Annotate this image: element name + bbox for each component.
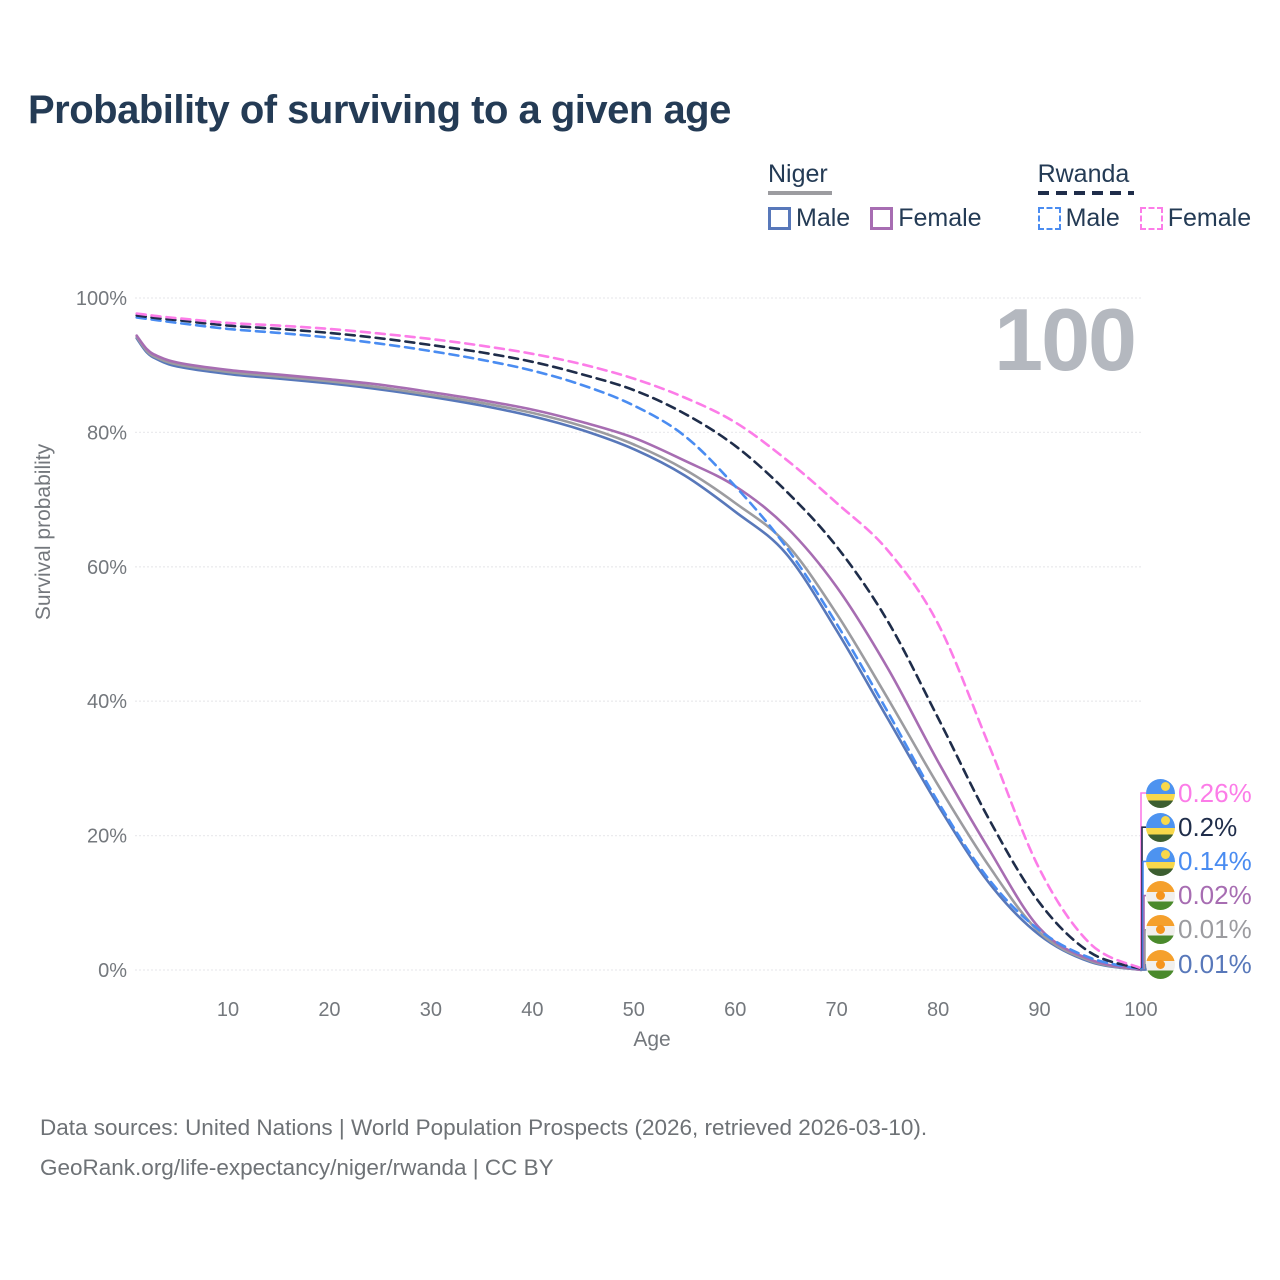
rwanda-flag-icon <box>1146 778 1175 808</box>
legend-group-rwanda: Rwanda Male Female <box>1037 160 1272 233</box>
series-line-rwanda-total[interactable] <box>135 314 1143 970</box>
end-value-rwanda-female: 0.26% <box>1178 777 1252 808</box>
legend-group-niger: Niger Male Female <box>768 160 1002 233</box>
niger-flag-icon <box>1146 881 1175 911</box>
legend-item-rwanda-female[interactable]: Female <box>1139 204 1252 233</box>
sun-icon <box>1161 849 1170 859</box>
page-title: Probability of surviving to a given age <box>28 88 731 132</box>
legend-label-rwanda-male: Male <box>1065 204 1120 232</box>
y-tick-60: 60% <box>87 557 127 579</box>
end-value-rwanda-total: 0.2% <box>1178 811 1238 842</box>
end-label-rwanda-total: 0.2% <box>1146 812 1237 842</box>
niger-flag-icon <box>1146 949 1175 979</box>
orange-disc-icon <box>1156 925 1165 935</box>
legend-swatch-rwanda-male <box>1037 207 1061 230</box>
legend-swatch-niger-male <box>768 207 791 230</box>
x-axis-title: Age <box>633 1028 671 1051</box>
legend-underline-rwanda-dashed <box>1037 191 1134 195</box>
y-axis-title: Survival probability <box>32 443 55 621</box>
legend-item-niger-male[interactable]: Male <box>768 204 850 233</box>
rwanda-flag-icon <box>1146 846 1175 876</box>
end-value-niger-female: 0.02% <box>1178 880 1252 911</box>
y-tick-40: 40% <box>87 691 127 713</box>
x-tick-30: 30 <box>420 999 442 1021</box>
series-line-niger-total[interactable] <box>135 335 1143 972</box>
orange-disc-icon <box>1156 959 1165 969</box>
legend-item-niger-female[interactable]: Female <box>870 204 982 233</box>
x-tick-50: 50 <box>623 999 645 1021</box>
end-label-rwanda-male: 0.14% <box>1146 846 1252 876</box>
attribution-text: GeoRank.org/life-expectancy/niger/rwanda… <box>40 1155 554 1180</box>
x-tick-70: 70 <box>826 999 848 1021</box>
x-tick-20: 20 <box>318 999 340 1021</box>
y-tick-100: 100% <box>76 288 127 310</box>
chart-legend: Niger Male Female Rwanda Male Female <box>768 160 1271 233</box>
x-tick-90: 90 <box>1028 999 1050 1021</box>
x-tick-10: 10 <box>217 999 239 1021</box>
sun-icon <box>1161 815 1170 825</box>
series-line-niger-female[interactable] <box>135 334 1143 972</box>
end-label-niger-total: 0.01% <box>1146 914 1252 945</box>
x-tick-100: 100 <box>1124 999 1157 1021</box>
data-sources-text: Data sources: United Nations | World Pop… <box>40 1115 928 1140</box>
legend-label-niger-male: Male <box>796 204 851 232</box>
legend-swatch-niger-female <box>870 207 894 230</box>
end-value-niger-male: 0.01% <box>1178 948 1252 979</box>
orange-disc-icon <box>1156 891 1165 901</box>
x-tick-40: 40 <box>521 999 543 1021</box>
sun-icon <box>1161 781 1170 791</box>
legend-label-rwanda-female: Female <box>1167 204 1252 232</box>
y-tick-0: 0% <box>98 960 127 982</box>
y-tick-80: 80% <box>87 422 127 444</box>
y-tick-20: 20% <box>87 826 127 848</box>
footer: Data sources: United Nations | World Pop… <box>40 1108 927 1188</box>
end-label-niger-male: 0.01% <box>1146 949 1252 979</box>
end-value-niger-total: 0.01% <box>1178 914 1252 945</box>
legend-underline-niger-solid <box>768 191 832 195</box>
x-tick-80: 80 <box>927 999 949 1021</box>
niger-flag-icon <box>1146 915 1175 945</box>
x-tick-60: 60 <box>724 999 746 1021</box>
legend-country-rwanda[interactable]: Rwanda <box>1037 160 1130 188</box>
legend-item-rwanda-male[interactable]: Male <box>1037 204 1120 233</box>
series-line-rwanda-female[interactable] <box>135 312 1143 970</box>
legend-swatch-rwanda-female <box>1139 207 1163 230</box>
leader-line-rwanda-male <box>1140 860 1146 970</box>
legend-country-niger[interactable]: Niger <box>768 160 828 188</box>
end-label-niger-female: 0.02% <box>1146 880 1252 911</box>
legend-label-niger-female: Female <box>898 204 982 232</box>
end-label-rwanda-female: 0.26% <box>1146 778 1252 808</box>
end-value-rwanda-male: 0.14% <box>1178 845 1252 876</box>
series-line-niger-male[interactable] <box>135 337 1143 972</box>
age-counter-watermark: 100 <box>994 290 1137 389</box>
rwanda-flag-icon <box>1146 812 1175 842</box>
series-line-rwanda-male[interactable] <box>135 316 1143 971</box>
